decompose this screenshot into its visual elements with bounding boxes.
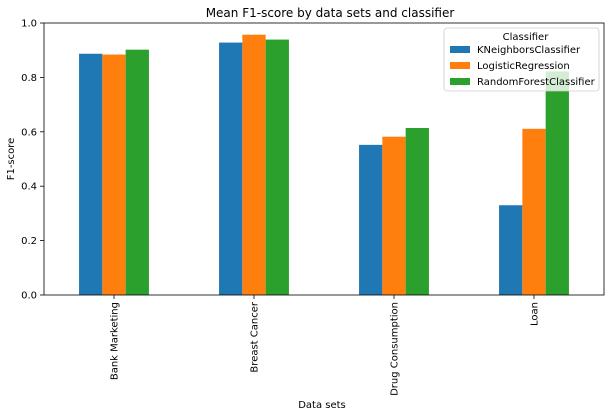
bar: [522, 128, 546, 295]
y-axis-label: F1-score: [6, 138, 17, 181]
x-tick-label: Breast Cancer: [250, 301, 261, 372]
x-tick-label: Bank Marketing: [110, 302, 121, 380]
y-tick-label: 0.2: [21, 236, 37, 247]
legend: Classifier KNeighborsClassifier LogisticRe…: [443, 27, 600, 92]
y-tick-label: 1.0: [21, 19, 37, 30]
bar: [405, 127, 429, 296]
bar: [125, 49, 149, 295]
y-tick-label: 0.8: [21, 73, 37, 84]
legend-swatch: [450, 78, 470, 85]
bar: [359, 144, 383, 295]
bar: [242, 34, 266, 295]
bar: [545, 71, 569, 295]
x-tick-label: Loan: [530, 302, 541, 326]
bar: [79, 53, 103, 295]
chart-title: Mean F1-score by data sets and classifie…: [206, 6, 455, 20]
y-tick-label: 0.4: [21, 182, 37, 193]
legend-box: [443, 27, 600, 92]
x-axis-label: Data sets: [298, 400, 346, 411]
bar: [265, 39, 289, 296]
legend-swatch: [450, 62, 470, 69]
legend-label: RandomForestClassifier: [477, 77, 596, 88]
y-tick-label: 0.0: [21, 291, 37, 302]
bar: [219, 42, 243, 295]
legend-title: Classifier: [503, 32, 550, 43]
bar: [499, 205, 523, 295]
plot-area: 0.0 0.2 0.4 0.6 0.8 1.0 Bank Marketing Breast C…: [21, 19, 605, 396]
bar: [102, 54, 126, 295]
axes-frame: [43, 22, 605, 296]
legend-label: KNeighborsClassifier: [477, 45, 581, 56]
y-tick-label: 0.6: [21, 127, 37, 138]
x-tick-label: Drug Consumption: [390, 302, 401, 396]
legend-swatch: [450, 46, 470, 53]
bar: [382, 136, 406, 295]
legend-label: LogisticRegression: [477, 61, 570, 72]
